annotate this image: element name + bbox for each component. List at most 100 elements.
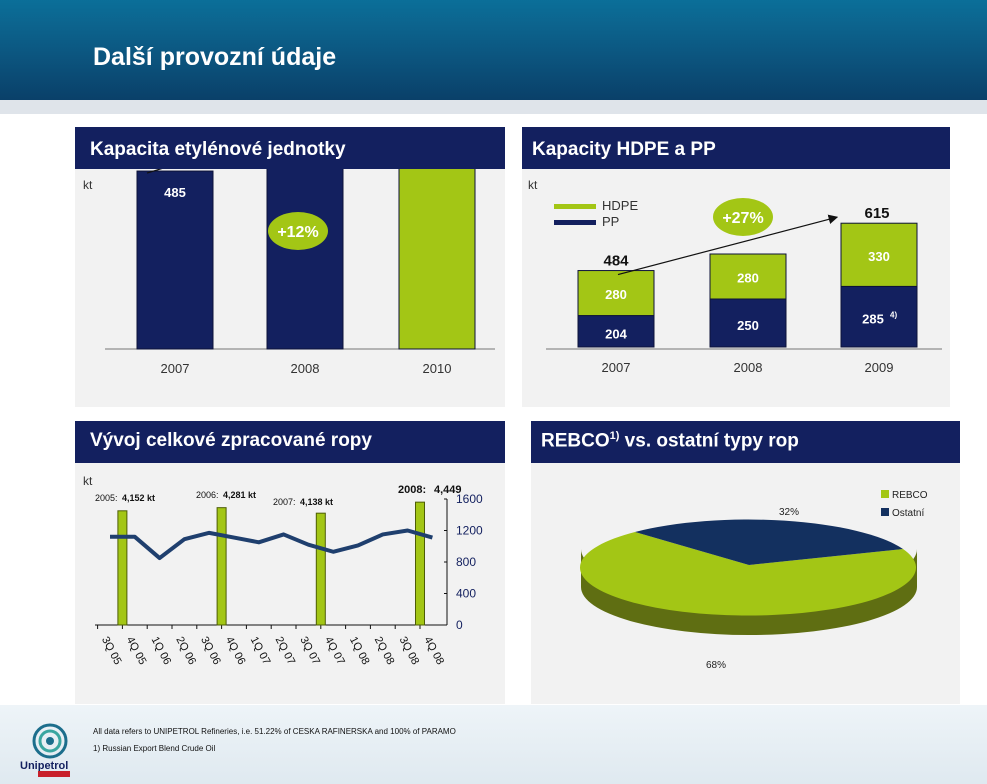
x-tick-label: 2008 xyxy=(291,361,320,376)
rebco-title-main: REBCO xyxy=(541,430,610,452)
logo-tag xyxy=(38,771,70,777)
bar-hdpe-2008 xyxy=(709,253,787,300)
y-tick-label: 1200 xyxy=(456,524,483,538)
annual-bar-2006 xyxy=(216,507,227,626)
growth-badge xyxy=(268,212,328,250)
crude-panel-title: Vývoj celkové zpracované ropy xyxy=(75,421,505,463)
hdpe-pp-chart: kt HDPE PP 204 280 2007 484 250 280 2008 285 330… xyxy=(528,178,942,375)
annual-bar-2005 xyxy=(117,510,128,626)
footer xyxy=(0,705,987,784)
x-tick-label: 2Q 08 xyxy=(372,635,397,667)
x-tick-label: 4Q 08 xyxy=(421,635,446,667)
footnote-rebco: 1) Russian Export Blend Crude Oil xyxy=(93,744,216,753)
annual-total-label: 2008: xyxy=(398,484,426,496)
stack-total-label: 484 xyxy=(603,253,629,270)
pie-side-rebco xyxy=(581,549,917,635)
annual-total-label: 2005: xyxy=(95,493,118,503)
rebco-pie-chart: 68% 32% REBCO Ostatní xyxy=(580,490,928,671)
stack-total-label: 615 xyxy=(864,205,889,222)
rebco-panel-title: REBCO1) vs. ostatní typy rop xyxy=(531,421,960,463)
bar-value-label: 204 xyxy=(605,326,627,341)
annual-total-value: 4,449 xyxy=(434,484,462,496)
legend-swatch-pp xyxy=(554,220,596,225)
page-title: Další provozní údaje xyxy=(93,43,337,71)
x-tick-label: 2010 xyxy=(423,361,452,376)
footnote-marker: 4) xyxy=(890,311,897,320)
x-tick-label: 4Q 07 xyxy=(322,635,347,667)
annual-total-value: 4,281 kt xyxy=(223,490,256,500)
growth-badge-label: +12% xyxy=(277,224,318,241)
x-tick-label: 1Q 06 xyxy=(149,635,174,667)
legend-label-hdpe: HDPE xyxy=(602,198,638,213)
legend-label-pp: PP xyxy=(602,214,619,229)
bar-2008 xyxy=(266,169,344,350)
crude-series-line xyxy=(110,528,433,561)
annual-total-label: 2007: xyxy=(273,497,296,507)
legend-label-ostatni: Ostatní xyxy=(892,508,924,519)
x-tick-label: 4Q 05 xyxy=(124,635,149,667)
bar-hdpe-2009 xyxy=(840,222,918,287)
rebco-title-sup: 1) xyxy=(609,430,620,442)
logo-text: Unipetrol xyxy=(20,760,69,772)
y-tick-label: 400 xyxy=(456,587,476,601)
annual-total-value: 4,152 kt xyxy=(122,493,155,503)
y-tick-label: 0 xyxy=(456,618,463,632)
pie-label-rebco: 68% xyxy=(706,660,726,671)
crude-panel xyxy=(75,421,505,704)
pie-slice-rebco xyxy=(580,532,917,616)
unipetrol-logo: Unipetrol xyxy=(14,722,84,780)
x-tick-label: 2Q 06 xyxy=(173,635,198,667)
x-tick-label: 1Q 07 xyxy=(248,635,273,667)
annual-bar-2007 xyxy=(315,512,326,626)
rebco-title-rest: vs. ostatní typy rop xyxy=(619,430,799,452)
header-divider xyxy=(0,100,987,114)
pie-slice-ostatni xyxy=(635,519,903,565)
x-tick-label: 2007 xyxy=(161,361,190,376)
x-tick-label: 4Q 06 xyxy=(223,635,248,667)
bar-pp-2009 xyxy=(840,285,918,348)
hdpe-pp-panel-title: Kapacity HDPE a PP xyxy=(522,127,950,169)
bar-pp-2007 xyxy=(577,315,655,348)
growth-badge-label: +27% xyxy=(722,210,763,227)
footnote-scope: All data refers to UNIPETROL Refineries,… xyxy=(93,727,456,736)
ethylene-chart: kt 485200751220085452010 +12% xyxy=(83,169,495,376)
crude-unit-label: kt xyxy=(83,474,93,488)
legend-label-rebco: REBCO xyxy=(892,490,928,501)
legend-swatch-hdpe xyxy=(554,204,596,209)
bar-value-label: 250 xyxy=(737,318,759,333)
bar-value-label: 280 xyxy=(737,271,759,286)
bar-2007 xyxy=(136,170,214,350)
ethylene-unit-label: kt xyxy=(83,178,93,192)
x-tick-label: 1Q 08 xyxy=(347,635,372,667)
bar-value-label: 280 xyxy=(605,287,627,302)
x-tick-label: 3Q 08 xyxy=(397,635,422,667)
annual-total-value: 4,138 kt xyxy=(300,497,333,507)
logo-emblem-icon xyxy=(32,723,68,759)
annual-bar-2008 xyxy=(415,501,425,626)
growth-badge xyxy=(713,198,773,236)
x-tick-label: 3Q 05 xyxy=(99,635,124,667)
bar-hdpe-2007 xyxy=(577,270,655,317)
annual-total-label: 2006: xyxy=(196,490,219,500)
x-tick-label: 3Q 07 xyxy=(297,635,322,667)
x-tick-label: 2009 xyxy=(865,360,894,375)
x-tick-label: 2008 xyxy=(734,360,763,375)
legend-swatch-rebco xyxy=(881,490,889,498)
x-tick-label: 2Q 07 xyxy=(273,635,298,667)
y-tick-label: 1600 xyxy=(456,492,483,506)
bar-value-label: 285 xyxy=(862,312,884,327)
header-banner xyxy=(0,0,987,102)
ethylene-panel-title: Kapacita etylénové jednotky xyxy=(75,127,505,169)
bar-pp-2008 xyxy=(709,298,787,348)
hdpe-pp-unit-label: kt xyxy=(528,178,538,192)
pie-label-ostatni: 32% xyxy=(779,507,799,518)
x-tick-label: 2007 xyxy=(602,360,631,375)
bar-value-label: 485 xyxy=(164,185,186,200)
legend-swatch-ostatni xyxy=(881,508,889,516)
bar-2010 xyxy=(398,169,476,350)
bar-value-label: 330 xyxy=(868,249,890,264)
x-tick-label: 3Q 06 xyxy=(198,635,223,667)
y-tick-label: 800 xyxy=(456,555,476,569)
